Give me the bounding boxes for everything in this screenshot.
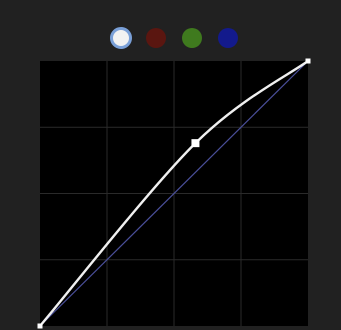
channel-rgb-button[interactable] (110, 27, 132, 49)
identity-line (39, 60, 309, 327)
control-points[interactable] (37, 58, 311, 329)
channel-blue-button[interactable] (218, 28, 238, 48)
channel-red-button[interactable] (146, 28, 166, 48)
curve-control-point[interactable] (191, 139, 200, 148)
channel-green-button[interactable] (182, 28, 202, 48)
curve-endpoint-handle[interactable] (305, 58, 311, 64)
curve-endpoint-handle[interactable] (37, 323, 43, 329)
tone-curve[interactable] (39, 60, 309, 327)
